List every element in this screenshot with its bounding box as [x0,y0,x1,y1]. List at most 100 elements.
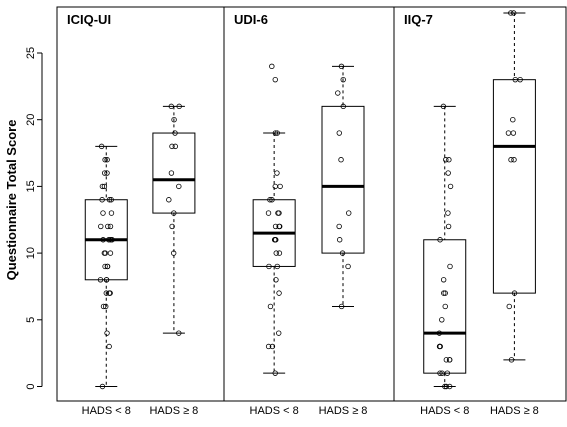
panel-udi-6: UDI-6 HADS < 8 HADS ≥ 8 [223,6,395,417]
data-point [106,237,112,243]
iqr-box [492,79,536,294]
data-point [103,303,109,310]
data-point [336,130,342,136]
data-point [511,290,518,296]
data-point [506,303,512,310]
data-point [437,370,443,376]
data-point [442,290,448,296]
panel-title: IIQ-7 [404,12,433,27]
data-point [276,223,282,230]
data-point [172,130,178,136]
data-point [99,383,106,390]
data-point [340,76,346,83]
data-point [346,210,352,216]
data-point [508,357,515,363]
data-point [447,183,454,190]
data-point [103,277,110,283]
data-point [105,223,111,230]
data-point [269,197,275,203]
y-tick-label: 0 [25,383,37,389]
iqr-box [321,105,365,254]
data-point [272,223,279,230]
data-point [107,250,114,256]
group-hads-lt-8: HADS < 8 [420,103,469,417]
data-point [512,76,518,83]
panel-frame [393,6,567,402]
data-point [176,103,182,110]
x-tick-label: HADS ≥ 8 [149,405,198,417]
panel-iiq-7: IIQ-7 HADS < 8 HADS ≥ 8 [393,6,567,417]
data-point [443,383,450,390]
data-point [276,290,282,296]
y-axis: 0 5 10 15 20 25 [25,47,43,390]
data-point [170,250,177,256]
data-point [439,317,445,323]
data-point [171,116,177,123]
data-point [338,63,345,70]
panel-title: UDI-6 [234,12,268,27]
group-hads-ge-8: HADS ≥ 8 [319,63,368,417]
data-point [102,157,108,163]
data-point [108,210,115,216]
data-point [106,290,112,296]
data-point [439,370,445,376]
data-point [447,357,453,363]
data-point [272,183,278,190]
data-point [100,210,106,216]
data-point [168,103,175,110]
y-tick-label: 25 [25,47,37,59]
data-point [176,183,182,190]
group-hads-ge-8: HADS ≥ 8 [490,10,539,417]
data-point [104,170,110,176]
data-point [444,370,451,376]
data-point [102,263,108,270]
data-point [172,143,179,150]
data-point [336,223,342,230]
data-point [169,223,175,230]
data-point [510,130,517,136]
data-point [274,263,280,270]
data-point [437,237,443,243]
data-point [166,197,172,203]
y-tick-label: 15 [25,180,37,192]
panel-iciq-ui: ICIQ-UI HADS < 8 HADS ≥ 8 [56,6,225,417]
data-point [338,303,345,310]
data-point [442,303,448,310]
data-point [169,143,175,150]
data-point [436,343,443,350]
data-point [171,210,177,216]
data-point [336,237,343,243]
data-point [443,157,449,163]
data-point [276,250,283,256]
data-point [176,330,182,336]
data-point [272,76,278,83]
y-tick-label: 5 [25,317,37,323]
data-point [108,197,114,203]
data-point [510,116,516,123]
data-point [269,343,276,350]
x-tick-label: HADS ≥ 8 [319,405,368,417]
data-point [101,183,108,190]
x-tick-label: HADS < 8 [420,405,469,417]
data-point [269,63,275,70]
panels: ICIQ-UI HADS < 8 HADS ≥ 8 UDI-6 HADS < 8 HADS… [56,6,567,417]
iqr-box [423,239,467,374]
data-point [447,263,453,270]
data-point [441,290,447,296]
iqr-box [152,132,196,214]
data-point [267,303,274,310]
data-point [100,237,106,243]
group-hads-ge-8: HADS ≥ 8 [149,103,198,417]
data-point [508,10,514,16]
data-point [100,303,107,310]
data-point [511,157,517,163]
data-point [104,330,110,336]
group-hads-lt-8: HADS < 8 [82,143,131,417]
data-point [273,237,279,243]
data-point [272,130,279,136]
data-point [109,237,115,243]
data-point [505,130,512,136]
data-point [98,143,105,150]
data-point [273,250,279,256]
